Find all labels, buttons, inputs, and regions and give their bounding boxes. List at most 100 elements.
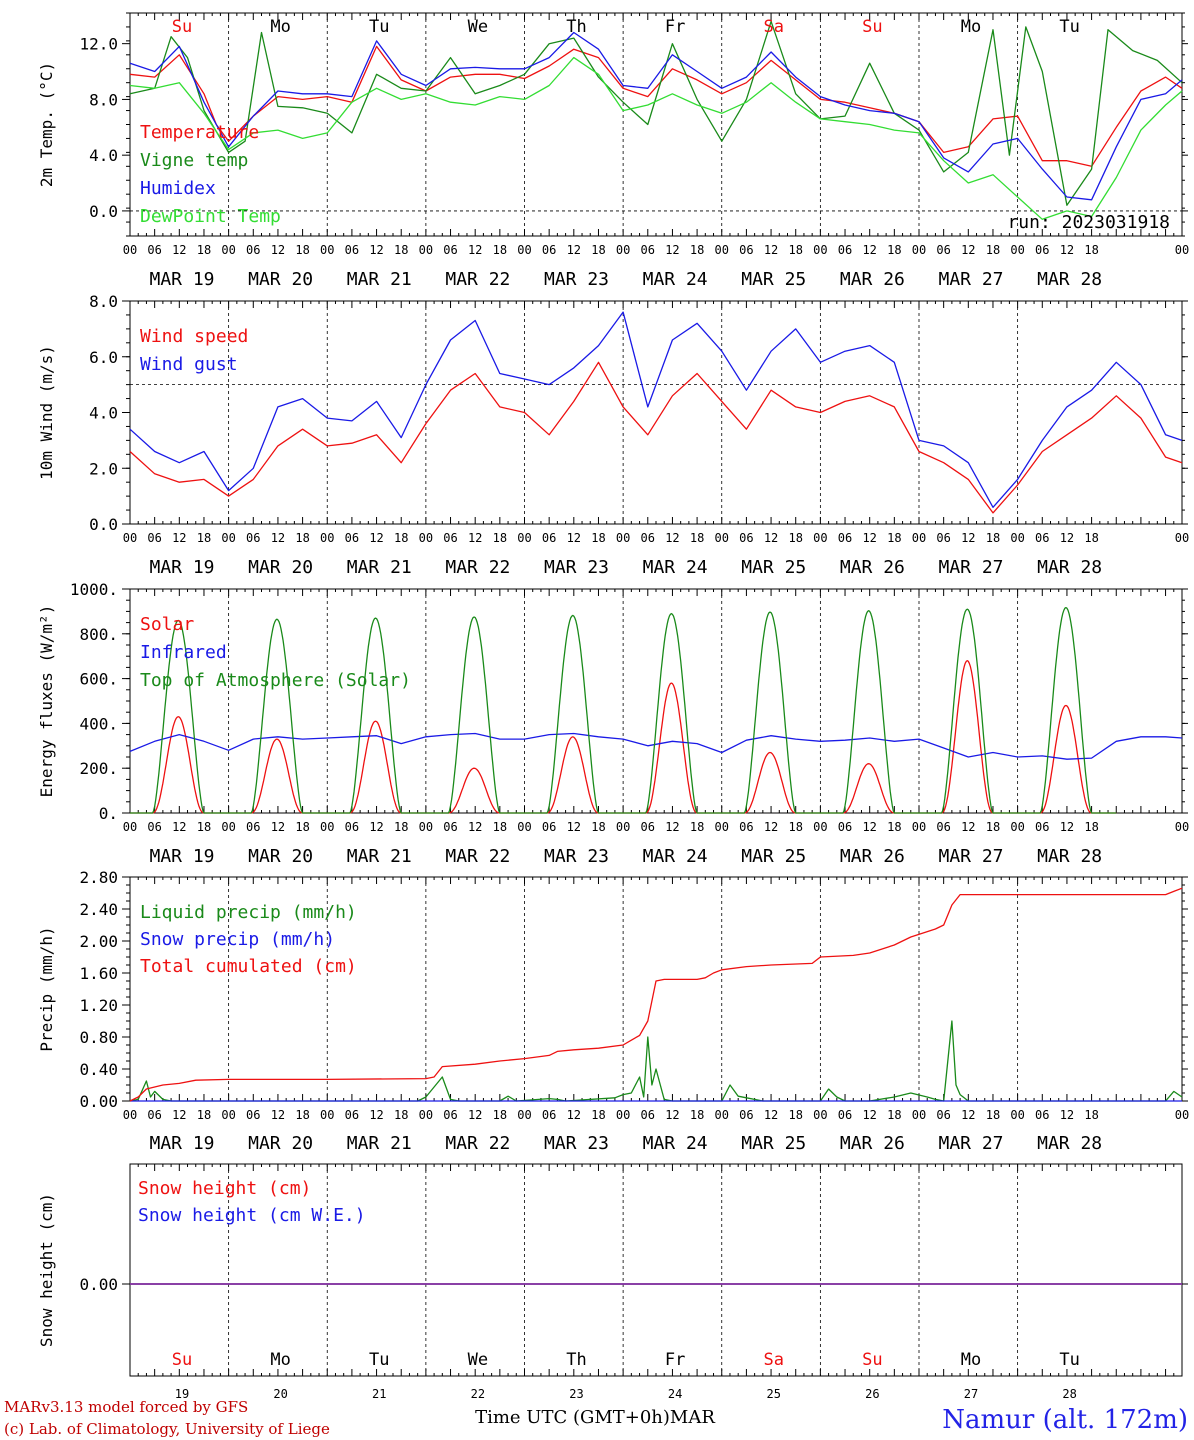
hour-tick-label: 06 bbox=[838, 820, 852, 834]
panel-precip bbox=[122, 876, 1188, 1102]
hour-tick-label: 12 bbox=[271, 820, 285, 834]
y-tick-label: 0.0 bbox=[89, 202, 118, 221]
hour-tick-label: 00 bbox=[1010, 820, 1024, 834]
hour-tick-label: 18 bbox=[788, 531, 802, 545]
hour-tick-label: 06 bbox=[246, 243, 260, 257]
day-abbr-top: Su bbox=[172, 17, 192, 37]
date-label: MAR 23 bbox=[544, 846, 609, 867]
date-label: MAR 26 bbox=[840, 557, 905, 578]
hour-tick-label: 12 bbox=[961, 243, 975, 257]
date-label: MAR 22 bbox=[445, 557, 510, 578]
hour-tick-label: 00 bbox=[912, 820, 926, 834]
hour-tick-label: 18 bbox=[591, 1108, 605, 1122]
hour-tick-label: 00 bbox=[616, 531, 630, 545]
day-abbr-bottom: Th bbox=[566, 1350, 586, 1370]
hour-tick-label: 18 bbox=[295, 243, 309, 257]
day-number: 23 bbox=[569, 1387, 583, 1401]
y-tick-label: 0. bbox=[99, 804, 118, 823]
hour-tick-label: 18 bbox=[1084, 531, 1098, 545]
date-label: MAR 27 bbox=[938, 1133, 1003, 1154]
series-line-vigne-temp bbox=[129, 20, 1183, 206]
date-label: MAR 27 bbox=[938, 269, 1003, 290]
hour-tick-label: 18 bbox=[197, 243, 211, 257]
hour-tick-label: 00 bbox=[1175, 531, 1189, 545]
hour-tick-label: 12 bbox=[369, 243, 383, 257]
hour-tick-label: 18 bbox=[493, 1108, 507, 1122]
day-abbr-top: Th bbox=[566, 17, 586, 37]
footer-credit: MARv3.13 model forced by GFS bbox=[4, 1398, 248, 1416]
y-tick-label: 400. bbox=[79, 714, 118, 733]
hour-tick-label: 18 bbox=[887, 1108, 901, 1122]
hour-tick-label: 00 bbox=[616, 243, 630, 257]
date-label: MAR 23 bbox=[544, 557, 609, 578]
day-number: 19 bbox=[175, 1387, 189, 1401]
hour-tick-label: 00 bbox=[813, 820, 827, 834]
y-axis-label: Precip (mm/h) bbox=[37, 926, 56, 1051]
date-label: MAR 26 bbox=[840, 269, 905, 290]
panel-flux bbox=[122, 588, 1188, 814]
y-tick-label: 0.00 bbox=[79, 1092, 118, 1111]
hour-tick-label: 06 bbox=[739, 820, 753, 834]
y-tick-label: 0.00 bbox=[79, 1275, 118, 1294]
hour-tick-label: 12 bbox=[764, 531, 778, 545]
hour-tick-label: 06 bbox=[345, 243, 359, 257]
day-number: 21 bbox=[372, 1387, 386, 1401]
y-tick-label: 8.0 bbox=[89, 292, 118, 311]
panel-wind bbox=[122, 300, 1188, 525]
hour-tick-label: 06 bbox=[1035, 820, 1049, 834]
hour-tick-label: 12 bbox=[567, 531, 581, 545]
hour-tick-label: 18 bbox=[986, 531, 1000, 545]
y-tick-label: 0.0 bbox=[89, 515, 118, 534]
hour-tick-label: 18 bbox=[295, 531, 309, 545]
legend-entry: Solar bbox=[140, 614, 194, 635]
hour-tick-label: 06 bbox=[1035, 243, 1049, 257]
hour-tick-label: 00 bbox=[419, 243, 433, 257]
series-line-humidex bbox=[129, 31, 1183, 201]
hour-tick-label: 12 bbox=[369, 820, 383, 834]
hour-tick-label: 06 bbox=[147, 531, 161, 545]
day-abbr-top: Su bbox=[862, 17, 882, 37]
hour-tick-label: 06 bbox=[443, 820, 457, 834]
y-tick-label: 200. bbox=[79, 759, 118, 778]
y-tick-label: 2.40 bbox=[79, 900, 118, 919]
day-number: 28 bbox=[1062, 1387, 1076, 1401]
hour-tick-label: 18 bbox=[197, 820, 211, 834]
hour-tick-label: 00 bbox=[912, 243, 926, 257]
date-label: MAR 21 bbox=[347, 846, 412, 867]
legend-entry: Snow height (cm W.E.) bbox=[138, 1205, 366, 1226]
day-number: 25 bbox=[767, 1387, 781, 1401]
date-label: MAR 27 bbox=[938, 557, 1003, 578]
day-number: 27 bbox=[964, 1387, 978, 1401]
hour-tick-label: 18 bbox=[1084, 243, 1098, 257]
hour-tick-label: 06 bbox=[838, 1108, 852, 1122]
legend-entry: Snow precip (mm/h) bbox=[140, 929, 335, 950]
hour-tick-label: 00 bbox=[123, 243, 137, 257]
hour-tick-label: 12 bbox=[1060, 531, 1074, 545]
hour-tick-label: 00 bbox=[715, 531, 729, 545]
date-label: MAR 24 bbox=[643, 846, 708, 867]
hour-tick-label: 18 bbox=[1084, 1108, 1098, 1122]
y-tick-label: 12.0 bbox=[79, 35, 118, 54]
date-label: MAR 28 bbox=[1037, 557, 1102, 578]
hour-tick-label: 18 bbox=[591, 243, 605, 257]
y-tick-label: 2.80 bbox=[79, 868, 118, 887]
day-abbr-bottom: Su bbox=[172, 1350, 192, 1370]
hour-tick-label: 00 bbox=[419, 820, 433, 834]
hour-tick-label: 00 bbox=[813, 1108, 827, 1122]
date-label: MAR 23 bbox=[544, 269, 609, 290]
hour-tick-label: 18 bbox=[986, 1108, 1000, 1122]
hour-tick-label: 06 bbox=[147, 243, 161, 257]
date-label: MAR 21 bbox=[347, 1133, 412, 1154]
hour-tick-label: 06 bbox=[641, 1108, 655, 1122]
run-label: run: 2023031918 bbox=[1007, 212, 1170, 233]
hour-tick-label: 00 bbox=[715, 1108, 729, 1122]
hour-tick-label: 00 bbox=[221, 1108, 235, 1122]
hour-tick-label: 12 bbox=[665, 1108, 679, 1122]
date-label: MAR 25 bbox=[741, 1133, 806, 1154]
hour-tick-label: 18 bbox=[690, 531, 704, 545]
y-tick-label: 0.80 bbox=[79, 1028, 118, 1047]
hour-tick-label: 06 bbox=[936, 531, 950, 545]
hour-tick-label: 06 bbox=[542, 243, 556, 257]
hour-tick-label: 06 bbox=[936, 820, 950, 834]
